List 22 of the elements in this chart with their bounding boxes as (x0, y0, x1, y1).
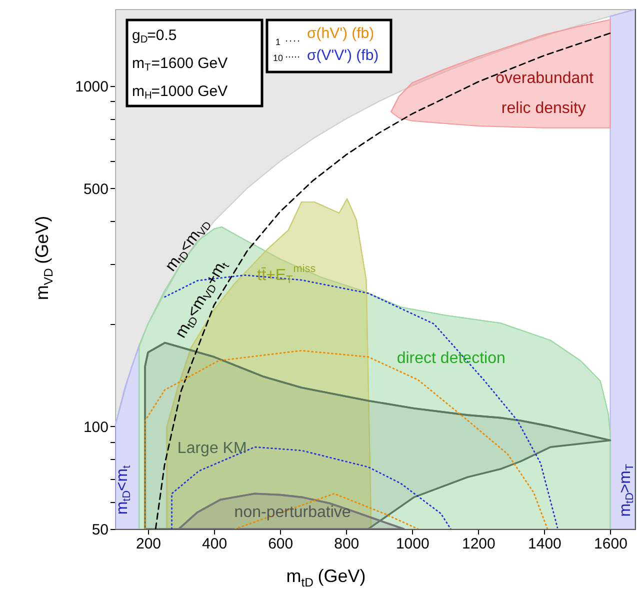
x-tick-label: 800 (334, 536, 360, 552)
y-tick-label: 1000 (75, 78, 108, 96)
text: σ(hV') (fb) (307, 25, 374, 42)
annotation: 10 (272, 53, 284, 63)
annotation: overabundant relic density (496, 70, 594, 117)
x-tick-label: 1000 (396, 536, 430, 552)
x-tick-label: 600 (268, 536, 294, 552)
x-tick-label: 1600 (594, 536, 628, 552)
x-tick-label: 200 (136, 536, 162, 552)
text: σ(V'V') (fb) (307, 47, 379, 64)
x-tick-label: 1400 (528, 536, 562, 552)
y-axis-title: mVD (GeV) (32, 216, 56, 300)
annotation: mtD>mT (617, 463, 636, 517)
annotation: direct detection (396, 350, 506, 367)
annotation: mtD<mt (114, 465, 133, 515)
annotation: Large KM (177, 440, 247, 457)
y-tick-label: 100 (83, 418, 108, 436)
y-tick-label: 50 (92, 522, 108, 538)
x-tick-label: 400 (202, 536, 228, 552)
y-tick-label: 500 (83, 180, 108, 198)
x-tick-label: 1200 (462, 536, 496, 552)
annotation: 1 (275, 37, 281, 47)
